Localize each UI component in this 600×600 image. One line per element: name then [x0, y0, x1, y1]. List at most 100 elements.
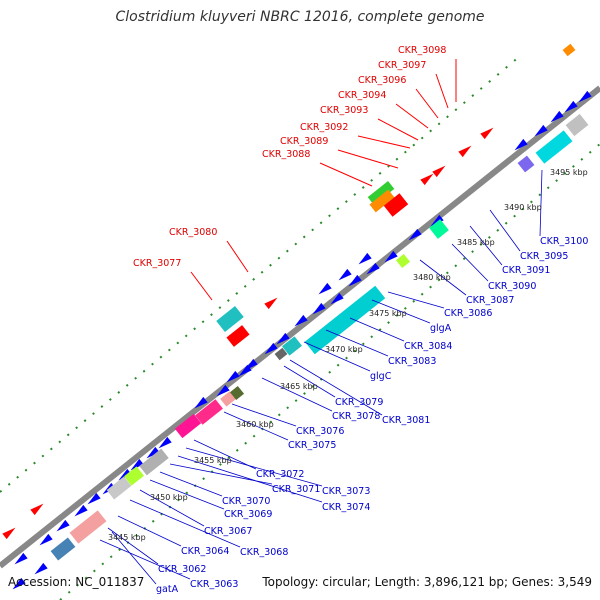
reverse-gene-15[interactable] [310, 302, 326, 317]
reverse-gene-label-3[interactable]: CKR_3064 [181, 546, 229, 557]
reverse-gene-label-16[interactable]: CKR_3079 [335, 397, 383, 408]
gene-box-cyan-2[interactable] [282, 336, 302, 356]
gene-box-magenta-1[interactable] [174, 413, 202, 439]
gene-box-cyan-3[interactable] [304, 285, 386, 355]
reverse-gene-20[interactable] [406, 228, 422, 243]
gene-box-lime-2[interactable] [395, 253, 411, 269]
reverse-gene-label-2[interactable]: CKR_3062 [158, 564, 206, 575]
reverse-gene-1[interactable] [37, 533, 53, 548]
reverse-gene-label-19[interactable]: CKR_3084 [404, 341, 452, 352]
reverse-gene-19[interactable] [382, 250, 398, 265]
gene-box-pink-1[interactable] [69, 510, 107, 544]
forward-gene-8[interactable] [480, 125, 495, 140]
reverse-gene-label-0[interactable]: gatA [156, 584, 179, 595]
reverse-gene-label-26[interactable]: CKR_3100 [540, 236, 588, 247]
reverse-gene-label-22[interactable]: CKR_3087 [466, 295, 514, 306]
reverse-gene-7[interactable] [128, 458, 144, 473]
reverse-gene-b7[interactable] [356, 252, 372, 267]
reverse-gene-3[interactable] [72, 504, 88, 519]
forward-gene-label-6[interactable]: CKR_3094 [338, 90, 386, 101]
forward-gene-label-4[interactable]: CKR_3092 [300, 122, 348, 133]
gene-box-red-2[interactable] [383, 193, 409, 217]
reverse-gene-b5[interactable] [316, 282, 332, 297]
reverse-gene-0[interactable] [12, 552, 28, 567]
gene-box-slateblue[interactable] [517, 155, 535, 173]
reverse-gene-label-14[interactable]: CKR_3078 [332, 411, 380, 422]
reverse-gene-b3[interactable] [214, 384, 230, 399]
gene-box-orange-2[interactable] [562, 43, 576, 57]
reverse-gene-label-21[interactable]: CKR_3086 [444, 308, 492, 319]
forward-gene-0[interactable] [2, 525, 17, 540]
gene-box-grey-1[interactable] [106, 476, 132, 500]
forward-gene-label-7[interactable]: CKR_3096 [358, 75, 406, 86]
reverse-gene-label-6[interactable]: CKR_3069 [224, 509, 272, 520]
reverse-gene-10[interactable] [224, 370, 240, 385]
forward-gene-3[interactable] [264, 295, 279, 310]
forward-gene-7[interactable] [458, 143, 473, 158]
reverse-gene-label-1[interactable]: CKR_3063 [190, 579, 238, 590]
reverse-gene-4[interactable] [85, 492, 101, 507]
forward-gene-1[interactable] [30, 501, 45, 516]
gene-box-grey-2[interactable] [139, 448, 169, 476]
forward-gene-label-3[interactable]: CKR_3089 [280, 136, 328, 147]
reverse-gene-label-15[interactable]: CKR_3081 [382, 415, 430, 426]
reverse-gene-24[interactable] [548, 110, 564, 125]
reverse-gene-b4[interactable] [236, 364, 252, 379]
reverse-gene-23[interactable] [532, 124, 548, 139]
gene-box-green[interactable] [367, 180, 395, 206]
gene-box-red-1[interactable] [226, 325, 250, 347]
gene-box-cyan-1[interactable] [216, 306, 244, 332]
reverse-gene-8[interactable] [144, 446, 160, 461]
reverse-gene-b0[interactable] [10, 577, 26, 592]
reverse-gene-label-25[interactable]: CKR_3095 [520, 251, 568, 262]
gene-box-cyan-4[interactable] [535, 130, 573, 164]
reverse-gene-14[interactable] [292, 314, 308, 329]
forward-gene-label-8[interactable]: CKR_3097 [378, 60, 426, 71]
gene-box-magenta-2[interactable] [195, 399, 223, 425]
reverse-gene-label-23[interactable]: CKR_3090 [488, 281, 536, 292]
reverse-gene-25[interactable] [562, 100, 578, 115]
gene-box-lime[interactable] [124, 466, 144, 486]
reverse-gene-label-5[interactable]: CKR_3067 [204, 526, 252, 537]
reverse-gene-16[interactable] [328, 292, 344, 307]
reverse-gene-17[interactable] [346, 274, 362, 289]
reverse-gene-21[interactable] [428, 214, 444, 229]
reverse-gene-12[interactable] [262, 342, 278, 357]
reverse-gene-6[interactable] [116, 468, 132, 483]
reverse-gene-13[interactable] [274, 332, 290, 347]
reverse-gene-b6[interactable] [336, 268, 352, 283]
reverse-gene-22[interactable] [512, 138, 528, 153]
reverse-gene-b2[interactable] [192, 396, 208, 411]
forward-gene-label-1[interactable]: CKR_3080 [169, 227, 217, 238]
gene-box-orange[interactable] [369, 189, 395, 213]
reverse-gene-18[interactable] [364, 262, 380, 277]
reverse-gene-b1[interactable] [32, 562, 48, 577]
reverse-gene-label-17[interactable]: glgC [370, 371, 392, 382]
gene-box-mint[interactable] [429, 219, 449, 239]
reverse-gene-9[interactable] [156, 436, 172, 451]
reverse-gene-26[interactable] [576, 90, 592, 105]
reverse-gene-label-20[interactable]: glgA [430, 323, 452, 334]
forward-gene-5[interactable] [420, 171, 435, 186]
reverse-gene-label-12[interactable]: CKR_3075 [288, 440, 336, 451]
reverse-gene-label-7[interactable]: CKR_3070 [222, 496, 270, 507]
reverse-gene-label-24[interactable]: CKR_3091 [502, 265, 550, 276]
reverse-gene-2[interactable] [54, 519, 70, 534]
forward-gene-6[interactable] [432, 163, 447, 178]
reverse-gene-label-13[interactable]: CKR_3076 [296, 426, 344, 437]
gene-box-darkgrey[interactable] [274, 347, 288, 361]
gene-box-pink-2[interactable] [220, 391, 236, 407]
gene-box-grey-3[interactable] [565, 113, 589, 137]
forward-gene-label-0[interactable]: CKR_3077 [133, 258, 181, 269]
reverse-gene-label-9[interactable]: CKR_3074 [322, 502, 370, 513]
reverse-gene-label-8[interactable]: CKR_3071 [272, 484, 320, 495]
reverse-gene-label-10[interactable]: CKR_3073 [322, 486, 370, 497]
gene-box-steelblue[interactable] [50, 537, 76, 561]
forward-gene-label-2[interactable]: CKR_3088 [262, 149, 310, 160]
forward-gene-label-5[interactable]: CKR_3093 [320, 105, 368, 116]
reverse-gene-label-4[interactable]: CKR_3068 [240, 547, 288, 558]
reverse-gene-label-11[interactable]: CKR_3072 [256, 469, 304, 480]
forward-gene-label-9[interactable]: CKR_3098 [398, 45, 446, 56]
reverse-gene-label-18[interactable]: CKR_3083 [388, 356, 436, 367]
gene-box-olive[interactable] [229, 385, 245, 401]
